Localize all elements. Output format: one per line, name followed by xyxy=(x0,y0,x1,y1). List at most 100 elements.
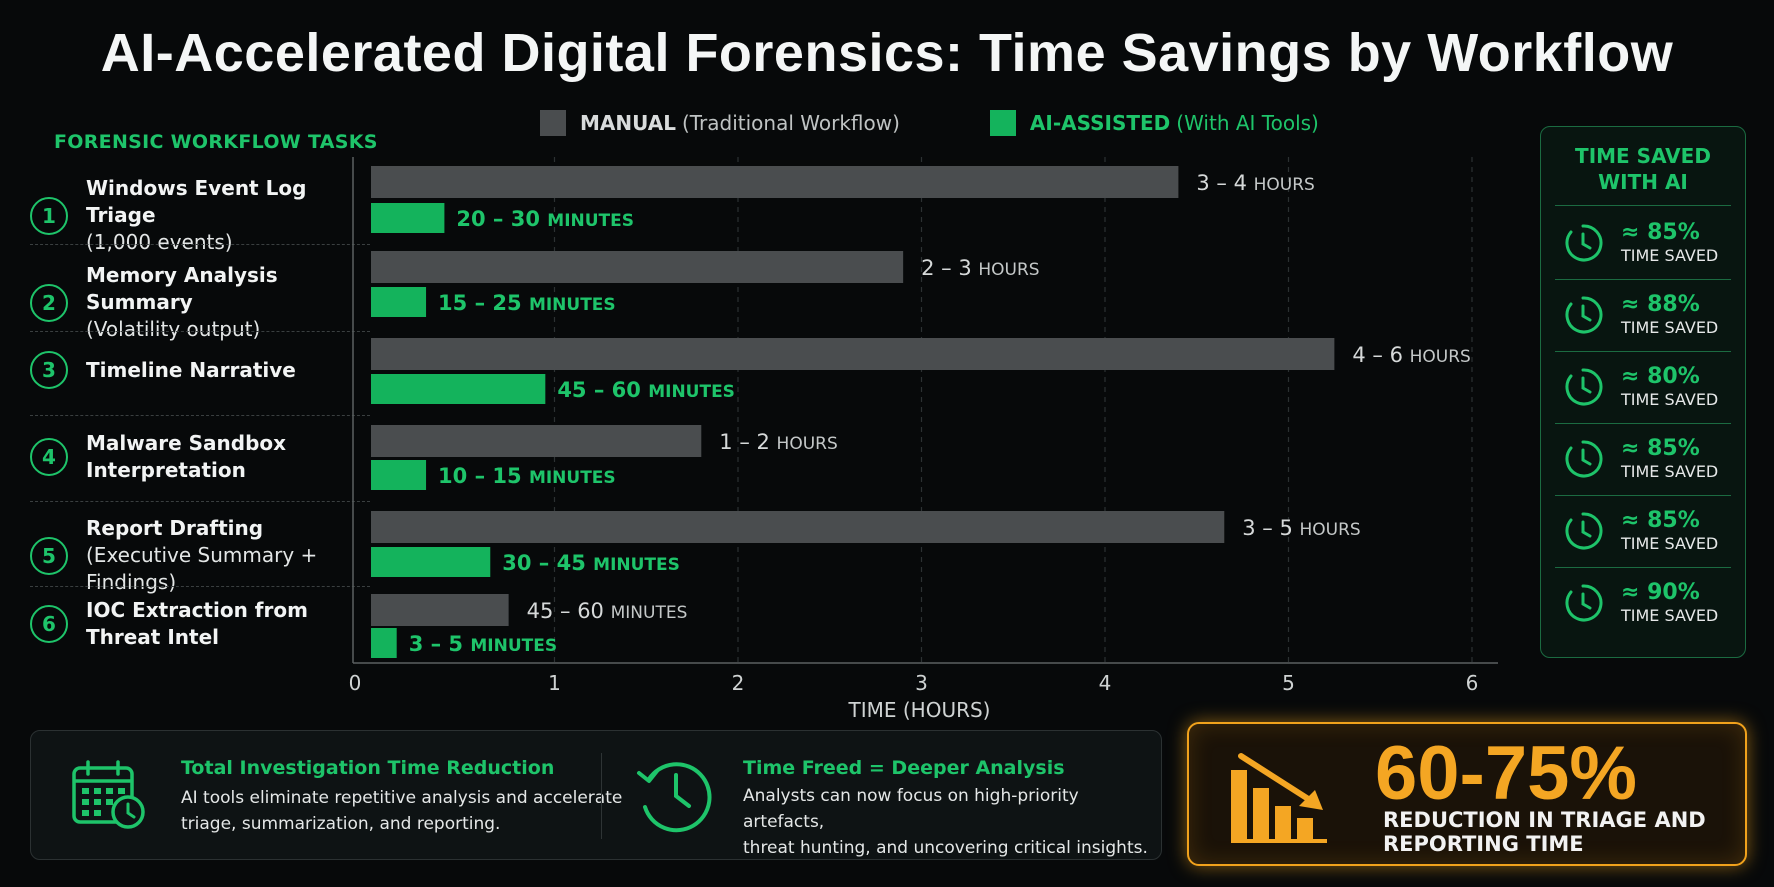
time-saved-values: ≈ 88% TIME SAVED xyxy=(1621,292,1718,338)
task-item: 4 Malware Sandbox Interpretation xyxy=(30,430,370,484)
task-title: Timeline Narrative xyxy=(86,357,296,382)
ai-bar-label: 30 – 45 MINUTES xyxy=(502,551,680,575)
task-number-badge: 3 xyxy=(30,351,68,389)
time-saved-percent: ≈ 85% xyxy=(1621,220,1700,245)
legend-label-ai: AI-ASSISTED xyxy=(1029,111,1171,135)
task-number-badge: 6 xyxy=(30,605,68,643)
task-subtitle: (Volatility output) xyxy=(86,317,261,341)
calendar-clock-icon xyxy=(72,760,145,829)
time-saved-row: ≈ 90% TIME SAVED xyxy=(1555,567,1731,639)
time-saved-row: ≈ 88% TIME SAVED xyxy=(1555,279,1731,352)
manual-bar-label: 4 – 6 HOURS xyxy=(1352,343,1470,367)
time-saved-heading: TIME SAVED WITH AI xyxy=(1555,127,1731,206)
summary-text-line1: AI tools eliminate repetitive analysis a… xyxy=(181,788,623,808)
task-subtitle: (Executive Summary + Findings) xyxy=(86,543,318,594)
tasks-heading: FORENSIC WORKFLOW TASKS xyxy=(54,131,378,153)
task-number-badge: 2 xyxy=(30,283,68,322)
task-divider xyxy=(30,501,370,502)
task-item: 3 Timeline Narrative xyxy=(30,351,370,389)
time-saved-label: TIME SAVED xyxy=(1621,318,1719,337)
clock-icon xyxy=(1565,512,1603,550)
manual-bar-label: 45 – 60 MINUTES xyxy=(527,599,688,623)
ai-bar-label: 10 – 15 MINUTES xyxy=(438,464,616,488)
task-subtitle: (1,000 events) xyxy=(86,230,233,254)
clock-icon xyxy=(1565,296,1603,334)
x-tick-label: 5 xyxy=(1282,671,1295,695)
manual-bar-label: 2 – 3 HOURS xyxy=(921,256,1039,280)
task-number-badge: 1 xyxy=(30,196,68,235)
legend-item-manual: MANUAL (Traditional Workflow) xyxy=(540,110,900,136)
clock-refresh-icon xyxy=(637,762,712,833)
deeper-analysis-line2: threat hunting, and uncovering critical … xyxy=(743,838,1148,858)
time-saved-heading-line1: TIME SAVED xyxy=(1575,144,1711,168)
time-saved-percent: ≈ 85% xyxy=(1621,508,1700,533)
reduction-caption-line1: REDUCTION IN TRIAGE AND xyxy=(1383,808,1706,832)
time-saved-label: TIME SAVED xyxy=(1621,534,1719,553)
clock-icon xyxy=(1565,584,1603,622)
time-saved-values: ≈ 80% TIME SAVED xyxy=(1621,364,1718,410)
page-title: AI-Accelerated Digital Forensics: Time S… xyxy=(100,23,1674,83)
reduction-percentage: 60-75% xyxy=(1375,731,1637,816)
manual-bar-label: 3 – 4 HOURS xyxy=(1196,171,1314,195)
time-saved-values: ≈ 85% TIME SAVED xyxy=(1621,508,1718,554)
ai-bar-label: 3 – 5 MINUTES xyxy=(409,632,557,656)
time-saved-panel: TIME SAVED WITH AI ≈ 85% TIME SAVED ≈ 88% T… xyxy=(1540,126,1746,658)
x-tick-label: 2 xyxy=(732,671,745,695)
time-saved-values: ≈ 85% TIME SAVED xyxy=(1621,220,1718,266)
task-item: 5 Report Drafting (Executive Summary + Fi… xyxy=(30,515,370,596)
manual-bar-label: 3 – 5 HOURS xyxy=(1242,516,1360,540)
manual-bar xyxy=(371,166,1179,198)
x-tick-label: 6 xyxy=(1466,671,1479,695)
time-saved-values: ≈ 90% TIME SAVED xyxy=(1621,580,1718,626)
task-item: 6 IOC Extraction from Threat Intel xyxy=(30,597,370,651)
time-saved-percent: ≈ 85% xyxy=(1621,436,1700,461)
legend-sublabel-ai: (With AI Tools) xyxy=(1176,111,1319,135)
task-number-badge: 4 xyxy=(30,438,68,476)
manual-bar xyxy=(371,251,904,283)
time-saved-heading-line2: WITH AI xyxy=(1598,170,1688,194)
legend-label-manual: MANUAL xyxy=(580,111,676,135)
ai-bar-label: 20 – 30 MINUTES xyxy=(456,207,634,231)
summary-panel: Total Investigation Time Reduction AI to… xyxy=(30,730,1162,860)
time-saved-row: ≈ 85% TIME SAVED xyxy=(1555,423,1731,496)
task-title: IOC Extraction from xyxy=(86,598,308,622)
task-title: Memory Analysis Summary xyxy=(86,263,278,314)
time-saved-label: TIME SAVED xyxy=(1621,390,1719,409)
legend-swatch-ai xyxy=(989,110,1016,136)
time-saved-values: ≈ 85% TIME SAVED xyxy=(1621,436,1718,482)
ai-bar xyxy=(371,287,427,317)
x-tick-label: 3 xyxy=(915,671,928,695)
ai-bar-label: 15 – 25 MINUTES xyxy=(438,291,616,315)
task-title-cont: Interpretation xyxy=(86,458,246,482)
time-saved-row: ≈ 85% TIME SAVED xyxy=(1555,495,1731,568)
reduction-caption-line2: REPORTING TIME xyxy=(1383,832,1584,856)
ai-bar xyxy=(371,203,445,233)
time-saved-row: ≈ 80% TIME SAVED xyxy=(1555,351,1731,424)
legend-swatch-manual xyxy=(540,110,566,136)
time-saved-percent: ≈ 90% xyxy=(1621,580,1700,605)
manual-bar xyxy=(371,594,509,626)
task-title: Report Drafting xyxy=(86,516,264,540)
deeper-analysis-line1: Analysts can now focus on high-priority … xyxy=(743,786,1079,832)
manual-bar xyxy=(371,425,702,457)
manual-bar xyxy=(371,511,1225,543)
chart-legend: MANUAL (Traditional Workflow) AI-ASSISTE… xyxy=(540,110,1409,136)
declining-bar-chart-icon xyxy=(1231,753,1327,843)
reduction-highlight-panel: 60-75% REDUCTION IN TRIAGE AND REPORTING… xyxy=(1187,722,1747,866)
deeper-analysis-title: Time Freed = Deeper Analysis xyxy=(743,757,1065,779)
task-title-cont: Threat Intel xyxy=(86,625,219,649)
time-saved-percent: ≈ 88% xyxy=(1621,292,1700,317)
ai-bar xyxy=(371,628,397,658)
task-divider xyxy=(30,244,370,245)
clock-icon xyxy=(1565,368,1603,406)
panel-divider xyxy=(601,753,602,839)
x-tick-label: 0 xyxy=(349,671,362,695)
time-saved-row: ≈ 85% TIME SAVED xyxy=(1555,207,1731,280)
summary-title: Total Investigation Time Reduction xyxy=(181,757,555,779)
manual-bar xyxy=(371,338,1335,370)
summary-text: AI tools eliminate repetitive analysis a… xyxy=(181,785,622,837)
time-saved-percent: ≈ 80% xyxy=(1621,364,1700,389)
deeper-analysis-text: Analysts can now focus on high-priority … xyxy=(743,783,1161,861)
task-title: Windows Event Log Triage xyxy=(86,176,307,227)
task-number-badge: 5 xyxy=(30,536,68,575)
